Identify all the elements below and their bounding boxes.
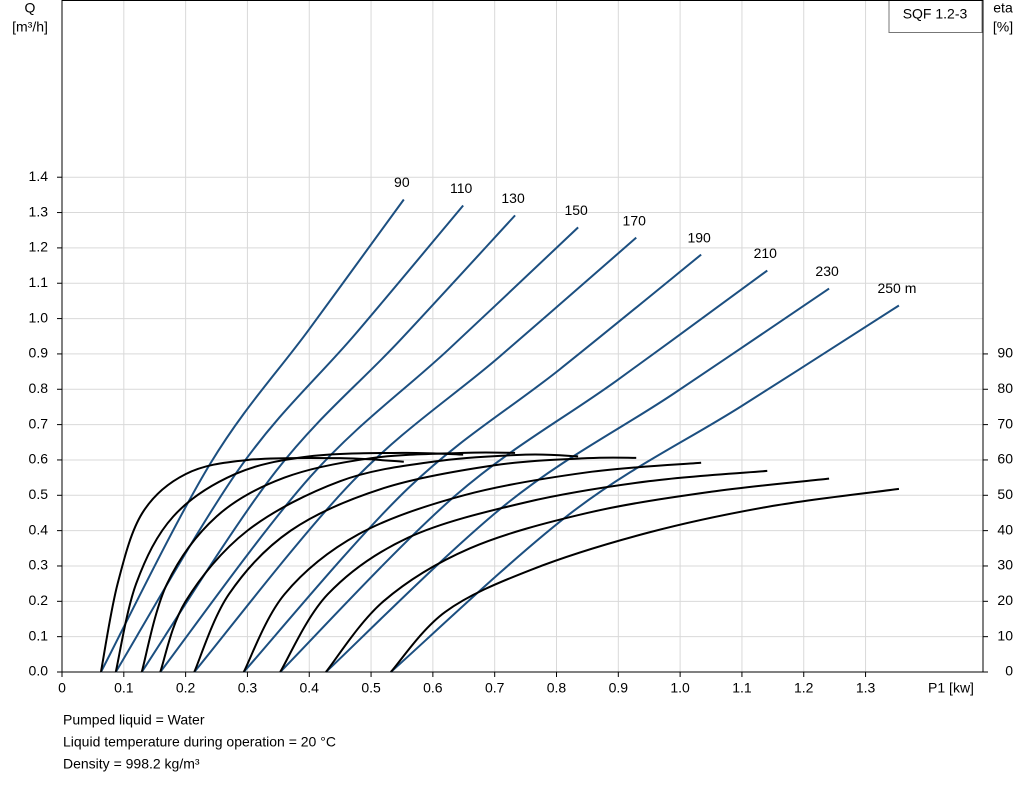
- curve-label: 130: [501, 190, 525, 206]
- y-tick-label: 1.4: [29, 168, 49, 184]
- y2-tick-label: 0: [1005, 663, 1013, 679]
- curve-label: 150: [564, 202, 588, 218]
- x-tick-label: 0.4: [300, 680, 320, 696]
- curve: [325, 287, 830, 673]
- chart-title: SQF 1.2-3: [903, 6, 968, 22]
- curve: [325, 477, 830, 673]
- curve: [159, 453, 579, 673]
- y2-tick-label: 30: [997, 557, 1013, 573]
- curve: [390, 487, 900, 673]
- y-tick-label: 1.0: [29, 309, 49, 325]
- curve: [193, 236, 637, 673]
- x-tick-label: 1.2: [794, 680, 814, 696]
- curve: [159, 226, 579, 673]
- curve-label: 210: [754, 245, 778, 261]
- y2-tick-label: 60: [997, 451, 1013, 467]
- curve: [193, 456, 637, 673]
- x-tick-label: 1.0: [670, 680, 690, 696]
- y-tick-label: 0.5: [29, 486, 49, 502]
- x-tick-label: 0: [58, 680, 66, 696]
- x-tick-label: 0.9: [609, 680, 629, 696]
- curve: [140, 214, 516, 673]
- x-tick-label: 0.7: [485, 680, 505, 696]
- x-tick-label: 0.1: [114, 680, 134, 696]
- x-tick-label: 1.3: [856, 680, 876, 696]
- y2-tick-label: 80: [997, 380, 1013, 396]
- y2-tick-label: 40: [997, 521, 1013, 537]
- curve-label: 90: [394, 174, 410, 190]
- curve-label: 230: [815, 263, 839, 279]
- y2-axis-label: eta: [993, 0, 1013, 16]
- y-tick-label: 0.7: [29, 415, 49, 431]
- y-tick-label: 1.3: [29, 203, 49, 219]
- curve: [390, 304, 900, 673]
- y2-tick-label: 20: [997, 592, 1013, 608]
- y-tick-label: 0.6: [29, 451, 49, 467]
- y-tick-label: 0.0: [29, 663, 49, 679]
- curve-label: 190: [687, 229, 711, 245]
- curve: [242, 461, 702, 673]
- y-tick-label: 1.2: [29, 239, 49, 255]
- y-tick-label: 1.1: [29, 274, 49, 290]
- curve-label: 110: [450, 180, 473, 196]
- curve: [99, 456, 404, 673]
- y-tick-label: 0.3: [29, 557, 49, 573]
- curve: [100, 198, 405, 673]
- x-tick-label: 1.1: [732, 680, 752, 696]
- x-tick-label: 0.3: [238, 680, 258, 696]
- note: Liquid temperature during operation = 20…: [63, 734, 336, 750]
- y-axis-unit: [m³/h]: [12, 19, 48, 35]
- y-axis-label: Q: [25, 0, 36, 16]
- x-tick-label: 0.6: [423, 680, 443, 696]
- curve: [279, 469, 768, 673]
- curve-label: 170: [623, 212, 647, 228]
- curve-label: 250 m: [877, 280, 916, 296]
- y2-tick-label: 50: [997, 486, 1013, 502]
- x-axis-label: P1 [kw]: [928, 680, 974, 696]
- curve: [242, 253, 702, 673]
- y2-tick-label: 70: [997, 415, 1013, 431]
- x-tick-label: 0.5: [361, 680, 381, 696]
- y-tick-label: 0.1: [29, 627, 49, 643]
- note: Pumped liquid = Water: [63, 712, 205, 728]
- y2-tick-label: 10: [997, 627, 1013, 643]
- x-tick-label: 0.8: [547, 680, 567, 696]
- y2-axis-unit: [%]: [993, 19, 1013, 35]
- title-box: [888, 0, 983, 33]
- y2-tick-label: 90: [997, 345, 1013, 361]
- note: Density = 998.2 kg/m³: [63, 756, 200, 772]
- y-tick-label: 0.2: [29, 592, 49, 608]
- y-tick-label: 0.8: [29, 380, 49, 396]
- plot-frame: [61, 0, 984, 673]
- y-tick-label: 0.4: [29, 521, 49, 537]
- x-tick-label: 0.2: [176, 680, 196, 696]
- curve: [114, 204, 464, 673]
- y-tick-label: 0.9: [29, 345, 49, 361]
- curve: [279, 269, 768, 673]
- curve: [140, 451, 516, 673]
- curve: [114, 451, 464, 673]
